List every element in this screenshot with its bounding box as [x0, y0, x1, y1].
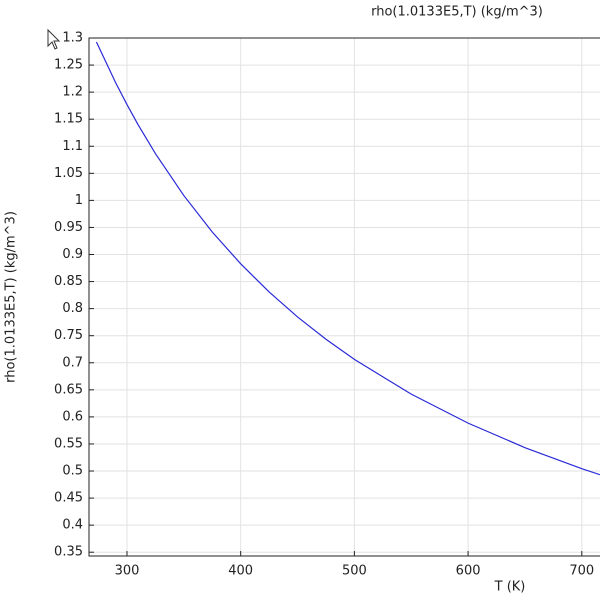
x-axis-label: T (K) — [494, 580, 526, 595]
y-tick-label: 0.9 — [62, 247, 83, 262]
chart-title: rho(1.0133E5,T) (kg/m^3) — [371, 5, 543, 20]
y-tick-label: 1.3 — [62, 31, 83, 46]
y-tick-label: 0.4 — [62, 518, 83, 533]
y-tick-label: 0.65 — [54, 382, 83, 397]
x-tick-label: 300 — [115, 564, 140, 579]
y-tick-label: 1.25 — [54, 58, 83, 73]
y-tick-label: 1.2 — [62, 85, 83, 100]
y-tick-label: 1 — [75, 193, 83, 208]
y-tick-label: 0.35 — [54, 545, 83, 560]
x-tick-label: 700 — [569, 564, 594, 579]
x-tick-label: 500 — [342, 564, 367, 579]
y-tick-label: 0.6 — [62, 409, 83, 424]
y-tick-label: 1.05 — [54, 166, 83, 181]
y-tick-label: 0.5 — [62, 464, 83, 479]
y-tick-label: 0.45 — [54, 491, 83, 506]
data-line — [96, 42, 600, 475]
y-tick-label: 0.75 — [54, 328, 83, 343]
y-tick-label: 0.7 — [62, 355, 83, 370]
y-tick-label: 1.15 — [54, 112, 83, 127]
axis-frame — [89, 38, 600, 556]
x-tick-label: 600 — [456, 564, 481, 579]
mouse-cursor — [48, 30, 59, 49]
x-tick-label: 400 — [228, 564, 253, 579]
y-tick-label: 0.95 — [54, 220, 83, 235]
y-axis-label: rho(1.0133E5,T) (kg/m^3) — [4, 211, 19, 383]
chart: rho(1.0133E5,T) (kg/m^3) T (K) rho(1.013… — [0, 0, 600, 600]
y-tick-label: 1.1 — [62, 139, 83, 154]
y-tick-label: 0.55 — [54, 436, 83, 451]
y-tick-label: 0.8 — [62, 301, 83, 316]
y-tick-label: 0.85 — [54, 274, 83, 289]
